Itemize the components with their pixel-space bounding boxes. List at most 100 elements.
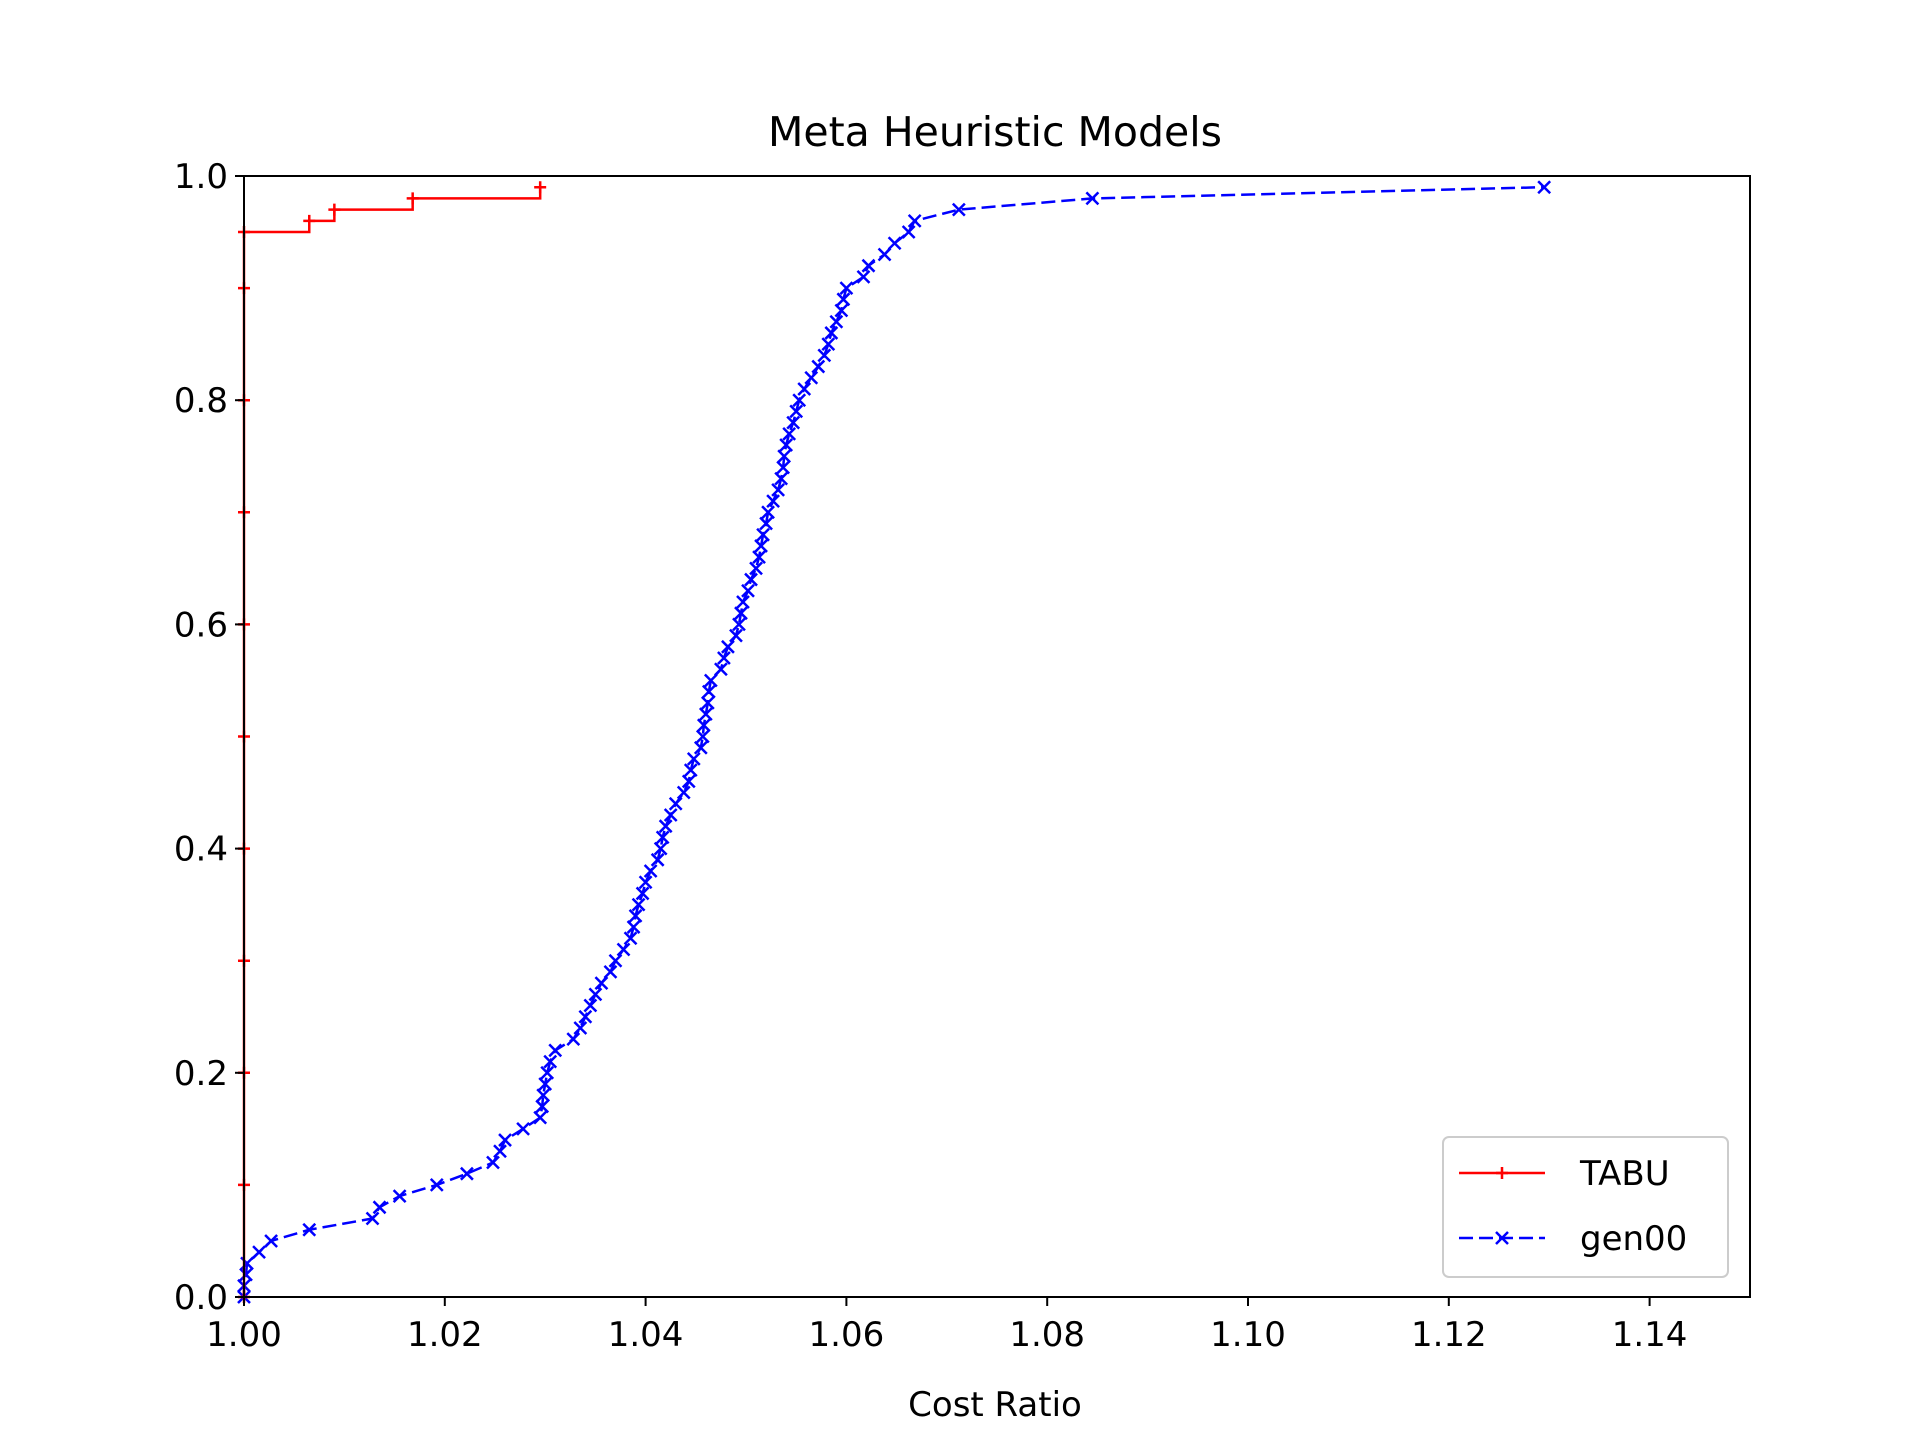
series-marker-gen00 [766, 494, 780, 508]
series-marker-gen00 [676, 785, 691, 800]
legend-marker-tabu [1496, 1167, 1508, 1179]
x-tick-label: 1.02 [407, 1315, 483, 1355]
series-marker-gen00 [1085, 191, 1100, 206]
series-marker-gen00 [877, 247, 892, 262]
series-marker-gen00 [1537, 180, 1552, 195]
series-marker-gen00 [623, 931, 638, 946]
series-marker-gen00 [638, 875, 653, 890]
series-marker-gen00 [821, 337, 836, 352]
series-marker-gen00 [771, 482, 786, 497]
x-tick-label: 1.00 [206, 1315, 282, 1355]
series-marker-gen00 [749, 561, 763, 576]
series-marker-gen00 [548, 1043, 563, 1058]
series-marker-gen00 [776, 460, 791, 475]
series-marker-gen00 [756, 527, 770, 542]
series-marker-gen00 [887, 236, 902, 251]
x-tick-label: 1.06 [809, 1315, 885, 1355]
series-marker-gen00 [744, 572, 758, 587]
series-marker-tabu [534, 181, 547, 194]
y-tick-label: 0.4 [174, 830, 228, 870]
series-marker-gen00 [635, 886, 650, 901]
x-tick-label: 1.08 [1009, 1315, 1085, 1355]
series-marker-gen00 [653, 841, 668, 856]
series-marker-gen00 [429, 1178, 444, 1192]
series-marker-gen00 [693, 740, 708, 755]
series-marker-gen00 [741, 583, 755, 598]
series-marker-gen00 [460, 1166, 474, 1181]
series-marker-gen00 [797, 382, 812, 396]
series-marker-tabu [303, 214, 316, 227]
series-marker-gen00 [754, 539, 768, 553]
series-marker-tabu [328, 203, 341, 216]
series-marker-gen00 [392, 1189, 407, 1203]
series-line-gen00 [242, 185, 1545, 1297]
series-marker-gen00 [717, 651, 731, 665]
y-tick-label: 0.2 [174, 1054, 228, 1094]
series-marker-gen00 [824, 326, 839, 340]
y-tick-label: 0.6 [174, 605, 228, 645]
series-marker-gen00 [594, 976, 609, 991]
series-marker-gen00 [498, 1133, 512, 1147]
series-marker-gen00 [839, 281, 854, 295]
series-marker-gen00 [789, 404, 804, 419]
series-marker-gen00 [951, 202, 966, 217]
x-axis-label: Cost Ratio [908, 1385, 1082, 1425]
legend-label-tabu: TABU [1579, 1154, 1670, 1194]
series-marker-gen00 [603, 965, 618, 979]
series-marker-gen00 [650, 852, 665, 867]
series-marker-gen00 [655, 830, 670, 845]
series-marker-gen00 [239, 1267, 253, 1282]
series-marker-gen00 [681, 774, 696, 789]
legend-item-gen00: gen00 [1459, 1219, 1687, 1259]
series-marker-gen00 [811, 359, 826, 374]
series-marker-gen00 [698, 707, 713, 721]
series-marker-gen00 [658, 819, 673, 834]
legend-item-tabu: TABU [1459, 1154, 1670, 1194]
series-marker-gen00 [736, 595, 750, 609]
series-marker-gen00 [792, 393, 807, 408]
series-marker-gen00 [578, 1009, 593, 1024]
series-marker-gen00 [540, 1065, 555, 1080]
series-marker-gen00 [729, 628, 743, 643]
series-marker-gen00 [703, 673, 718, 688]
series-marker-gen00 [663, 808, 678, 822]
series-marker-gen00 [493, 1144, 507, 1159]
series-marker-gen00 [761, 505, 775, 520]
x-tick-label: 1.14 [1612, 1315, 1688, 1355]
series-marker-gen00 [683, 763, 698, 778]
series-marker-gen00 [583, 998, 598, 1013]
series-marker-gen00 [701, 684, 716, 699]
series-marker-gen00 [779, 438, 794, 452]
series-marker-gen00 [759, 516, 773, 531]
series-marker-gen00 [732, 617, 746, 632]
series-marker-gen00 [252, 1245, 266, 1260]
series-gen00 [237, 180, 1552, 1304]
series-marker-gen00 [901, 225, 916, 239]
series-marker-gen00 [486, 1155, 500, 1170]
series-marker-gen00 [533, 1110, 548, 1125]
legend-label-gen00: gen00 [1580, 1219, 1687, 1259]
series-marker-gen00 [631, 897, 646, 912]
series-marker-gen00 [907, 213, 922, 228]
chart-title: Meta Heuristic Models [768, 108, 1222, 156]
y-tick-label: 0.8 [174, 381, 228, 421]
series-marker-gen00 [786, 415, 801, 430]
series-marker-gen00 [668, 796, 683, 811]
series-marker-gen00 [695, 729, 710, 744]
series-marker-gen00 [817, 348, 832, 363]
series-marker-gen00 [616, 942, 631, 957]
series-marker-gen00 [734, 606, 748, 621]
series-marker-gen00 [588, 987, 603, 1002]
series-marker-gen00 [302, 1222, 317, 1237]
series-marker-gen00 [861, 258, 876, 273]
series-marker-gen00 [626, 920, 641, 934]
series-marker-gen00 [573, 1021, 588, 1035]
y-tick-label: 0.0 [174, 1278, 228, 1318]
x-tick-label: 1.12 [1411, 1315, 1487, 1355]
series-marker-gen00 [777, 449, 792, 464]
series-marker-gen00 [372, 1200, 387, 1215]
series-marker-gen00 [686, 752, 701, 766]
series-marker-gen00 [696, 718, 711, 733]
series-marker-gen00 [608, 953, 623, 968]
